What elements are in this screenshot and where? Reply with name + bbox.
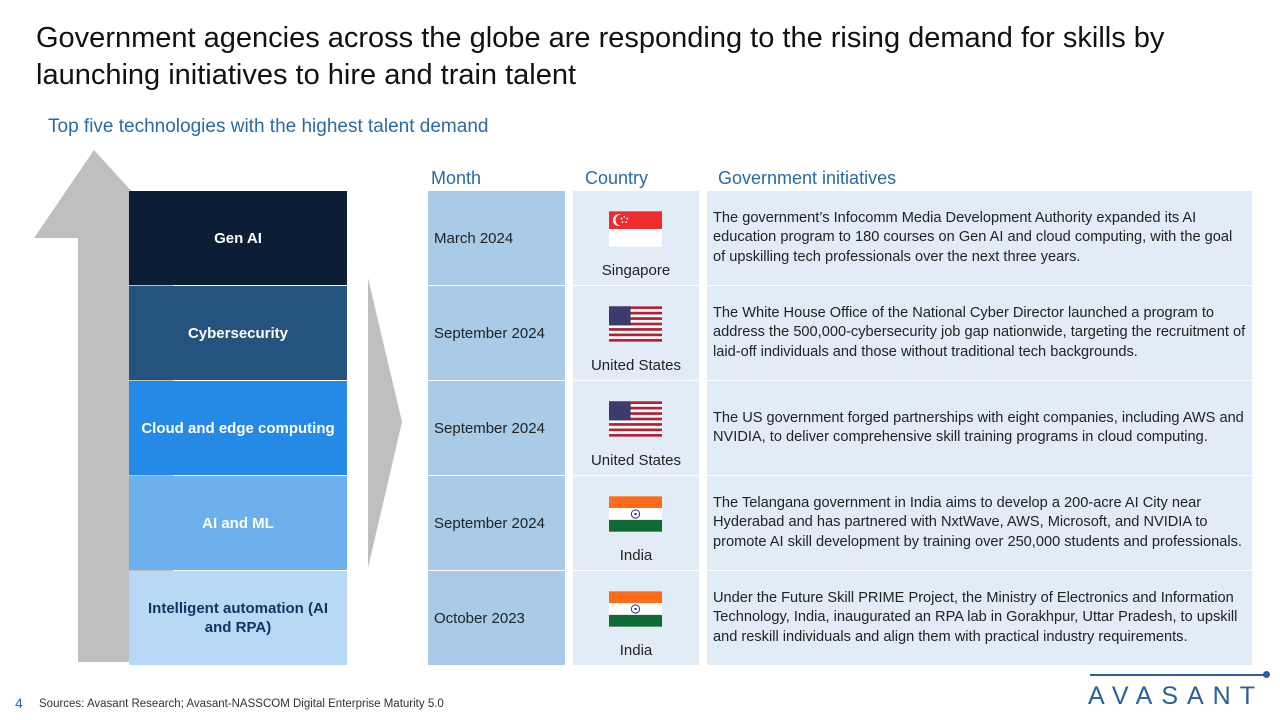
- india-flag-icon: [609, 591, 662, 627]
- slide-title: Government agencies across the globe are…: [36, 22, 1165, 91]
- chevron-right-icon: [368, 278, 402, 568]
- column-header-month: Month: [431, 168, 482, 188]
- month-cell: March 2024: [428, 191, 565, 285]
- us-flag-icon: [609, 306, 662, 342]
- country-cell: United States: [573, 286, 699, 380]
- country-name: India: [619, 642, 653, 659]
- tech-block-ai-ml: AI and ML: [129, 476, 347, 570]
- section-subtitle: Top five technologies with the highest t…: [48, 116, 489, 137]
- tech-block-cybersecurity: Cybersecurity: [129, 286, 347, 380]
- logo-dot: [1263, 671, 1270, 678]
- country-name: Singapore: [601, 262, 671, 279]
- initiative-cell: The White House Office of the National C…: [707, 286, 1252, 380]
- logo-text: AVASANT: [1088, 682, 1264, 710]
- country-name: United States: [590, 357, 682, 374]
- logo-line: [1090, 674, 1265, 676]
- country-cell: United States: [573, 381, 699, 475]
- table-row: September 2024 United States The White H…: [428, 286, 1252, 380]
- tech-block-intelligent-automation: Intelligent automation (AI and RPA): [129, 571, 347, 665]
- country-name: United States: [590, 452, 682, 469]
- initiatives-table: March 2024 Singapore The government’s In…: [428, 191, 1252, 666]
- initiative-cell: The US government forged partnerships wi…: [707, 381, 1252, 475]
- sources-note: Sources: Avasant Research; Avasant-NASSC…: [39, 698, 444, 710]
- singapore-flag-icon: [609, 211, 662, 247]
- table-row: March 2024 Singapore The government’s In…: [428, 191, 1252, 285]
- table-row: September 2024 United States The US gove…: [428, 381, 1252, 475]
- country-cell: India: [573, 476, 699, 570]
- table-row: September 2024 India The Telangana gover…: [428, 476, 1252, 570]
- initiative-cell: The government’s Infocomm Media Developm…: [707, 191, 1252, 285]
- india-flag-icon: [609, 496, 662, 532]
- avasant-logo: AVASANT: [1085, 670, 1275, 715]
- page-number: 4: [15, 695, 23, 711]
- column-header-country: Country: [585, 168, 649, 188]
- month-cell: October 2023: [428, 571, 565, 665]
- table-row: October 2023 India Under the Future Skil…: [428, 571, 1252, 665]
- month-cell: September 2024: [428, 286, 565, 380]
- month-cell: September 2024: [428, 381, 565, 475]
- tech-block-cloud-edge: Cloud and edge computing: [129, 381, 347, 475]
- country-cell: Singapore: [573, 191, 699, 285]
- tech-block-gen-ai: Gen AI: [129, 191, 347, 285]
- country-name: India: [619, 547, 653, 564]
- column-header-initiatives: Government initiatives: [718, 168, 897, 188]
- initiative-cell: Under the Future Skill PRIME Project, th…: [707, 571, 1252, 665]
- us-flag-icon: [609, 401, 662, 437]
- month-cell: September 2024: [428, 476, 565, 570]
- technology-stack: Gen AI Cybersecurity Cloud and edge comp…: [129, 191, 347, 666]
- country-cell: India: [573, 571, 699, 665]
- initiative-cell: The Telangana government in India aims t…: [707, 476, 1252, 570]
